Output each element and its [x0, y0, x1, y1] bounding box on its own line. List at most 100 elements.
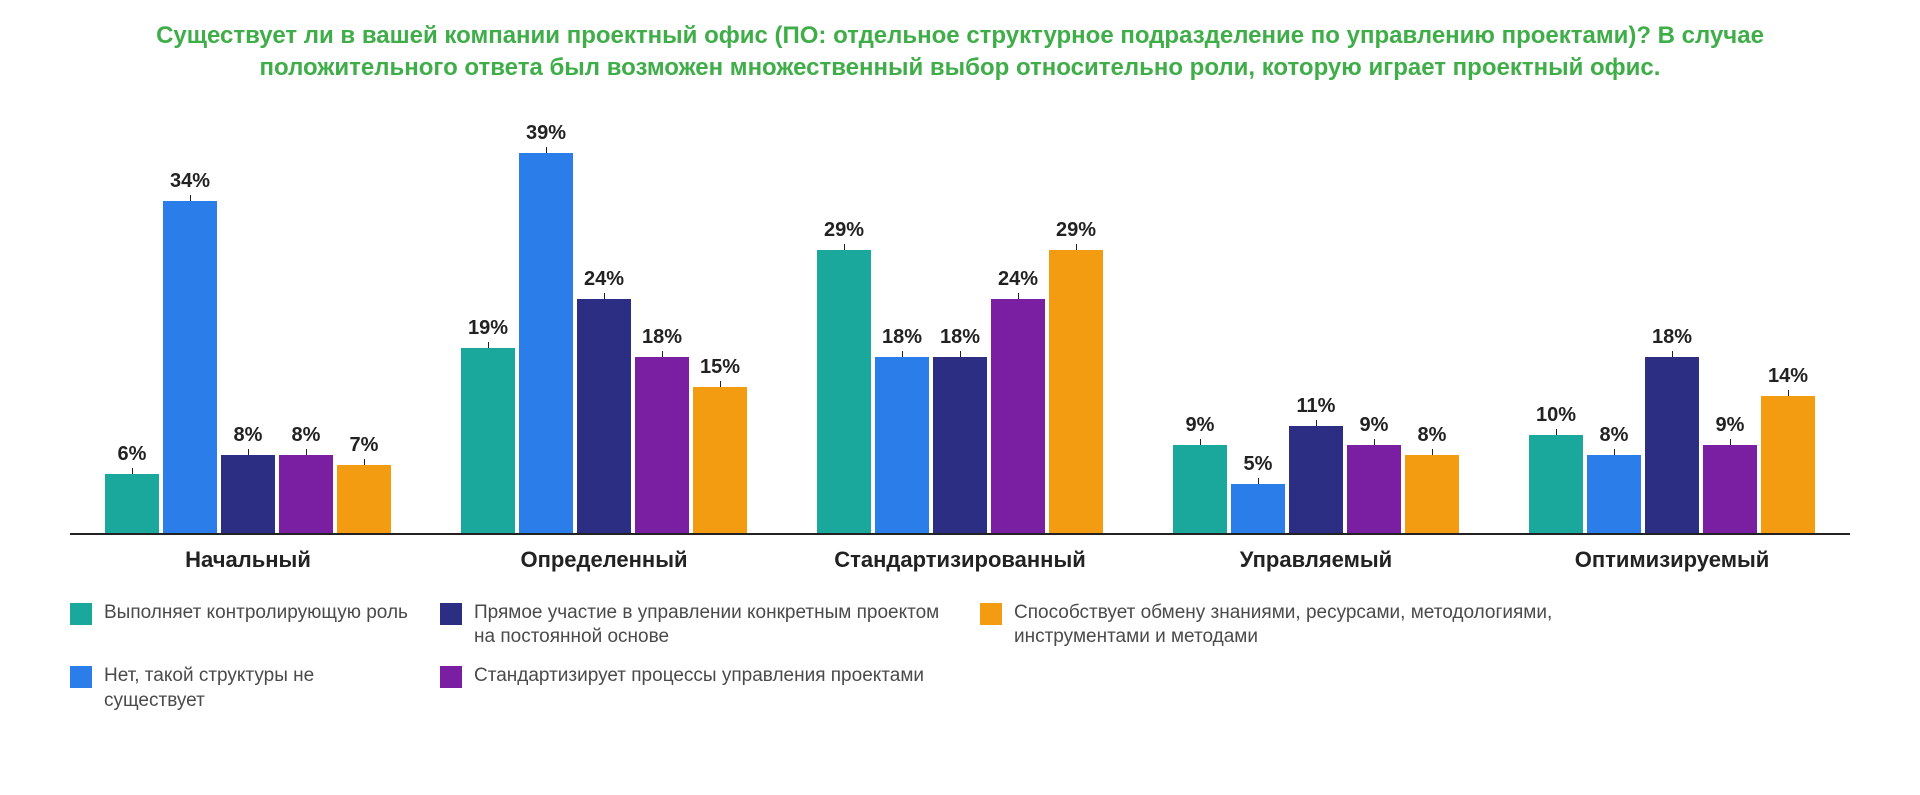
chart-plot-area: 6%34%8%8%7%19%39%24%18%15%29%18%18%24%29… [70, 115, 1850, 535]
bar-rect [163, 201, 217, 533]
bar: 18% [933, 326, 987, 533]
bar: 8% [279, 424, 333, 533]
bar-rect [1173, 445, 1227, 533]
bar-group: 9% 5% 11% 9% 8% [1138, 395, 1494, 533]
bar-value-label: 9% [1716, 414, 1745, 437]
bar-rect [279, 455, 333, 533]
bar-value-label: 18% [940, 326, 980, 349]
legend-swatch [70, 603, 92, 625]
bar: 10% [1529, 404, 1583, 533]
bar-value-label: 18% [642, 326, 682, 349]
bar: 29% [1049, 219, 1103, 533]
bar: 6% [105, 443, 159, 533]
legend-swatch [440, 603, 462, 625]
bar-rect [1231, 484, 1285, 533]
bar-value-label: 18% [882, 326, 922, 349]
bar: 19% [461, 317, 515, 533]
bar-value-label: 29% [824, 219, 864, 242]
bar-rect [991, 299, 1045, 533]
chart-title: Существует ли в вашей компании проектный… [110, 20, 1810, 85]
bar-rect [1645, 357, 1699, 533]
legend-item: Стандартизирует процессы управления прое… [440, 664, 960, 689]
bar: 29% [817, 219, 871, 533]
bar-rect [1405, 455, 1459, 533]
bar-value-label: 10% [1536, 404, 1576, 427]
bar-rect [1347, 445, 1401, 533]
x-axis-category-label: Начальный [70, 547, 426, 573]
x-axis-category-label: Стандартизированный [782, 547, 1138, 573]
bar-value-label: 8% [1418, 424, 1447, 447]
bar: 18% [635, 326, 689, 533]
bar-value-label: 24% [584, 268, 624, 291]
bar: 5% [1231, 453, 1285, 533]
legend-label: Нет, такой структуры не существует [104, 664, 420, 713]
bar-value-label: 9% [1360, 414, 1389, 437]
bar-value-label: 11% [1297, 395, 1336, 418]
legend-item: Способствует обмену знаниями, ресурсами,… [980, 601, 1680, 650]
bar-rect [1529, 435, 1583, 533]
bar-value-label: 7% [350, 434, 379, 457]
bar-rect [105, 474, 159, 533]
bar: 8% [221, 424, 275, 533]
bar-rect [817, 250, 871, 533]
bar-rect [1761, 396, 1815, 533]
chart-x-axis: НачальныйОпределенныйСтандартизированный… [70, 547, 1850, 573]
legend-label: Стандартизирует процессы управления прое… [474, 664, 924, 689]
bar-rect [635, 357, 689, 533]
bar-value-label: 15% [700, 356, 740, 379]
bar-rect [1703, 445, 1757, 533]
legend-item: Выполняет контролирующую роль [70, 601, 420, 626]
bar-value-label: 8% [1600, 424, 1629, 447]
bar-value-label: 6% [118, 443, 147, 466]
bar: 24% [577, 268, 631, 533]
legend-item: Прямое участие в управлении конкретным п… [440, 601, 960, 650]
bar: 8% [1405, 424, 1459, 533]
bar-value-label: 8% [234, 424, 263, 447]
legend-swatch [70, 666, 92, 688]
bar-rect [221, 455, 275, 533]
bar: 15% [693, 356, 747, 533]
bar-value-label: 39% [526, 122, 566, 145]
bar-value-label: 19% [468, 317, 508, 340]
bar-value-label: 18% [1652, 326, 1692, 349]
chart-container: 6%34%8%8%7%19%39%24%18%15%29%18%18%24%29… [70, 115, 1850, 775]
bar-rect [519, 153, 573, 533]
legend-label: Способствует обмену знаниями, ресурсами,… [1014, 601, 1680, 650]
bar-rect [933, 357, 987, 533]
bar-value-label: 8% [292, 424, 321, 447]
bar-group: 6% 34% 8% 8% 7% [70, 170, 426, 533]
bar: 11% [1289, 395, 1343, 533]
bar-value-label: 34% [170, 170, 210, 193]
bar: 9% [1347, 414, 1401, 533]
bar-rect [1587, 455, 1641, 533]
x-axis-category-label: Управляемый [1138, 547, 1494, 573]
bar: 8% [1587, 424, 1641, 533]
bar: 7% [337, 434, 391, 533]
bar-group: 10% 8% 18% 9% 14% [1494, 326, 1850, 533]
bar: 9% [1703, 414, 1757, 533]
bar-group: 19% 39% 24% 18% 15% [426, 122, 782, 533]
bar-value-label: 14% [1768, 365, 1808, 388]
bar-value-label: 5% [1244, 453, 1273, 476]
x-axis-category-label: Оптимизируемый [1494, 547, 1850, 573]
legend-label: Прямое участие в управлении конкретным п… [474, 601, 960, 650]
legend-swatch [980, 603, 1002, 625]
x-axis-category-label: Определенный [426, 547, 782, 573]
bar-rect [1289, 426, 1343, 533]
chart-legend: Выполняет контролирующую роль Прямое учас… [70, 601, 1850, 714]
bar-rect [693, 387, 747, 533]
bar-rect [461, 348, 515, 533]
legend-label: Выполняет контролирующую роль [104, 601, 408, 626]
bar: 34% [163, 170, 217, 533]
bar: 14% [1761, 365, 1815, 533]
bar-value-label: 24% [998, 268, 1038, 291]
bar-group: 29% 18% 18% 24% 29% [782, 219, 1138, 533]
bar: 18% [1645, 326, 1699, 533]
bar-value-label: 9% [1186, 414, 1215, 437]
bar-rect [337, 465, 391, 533]
bar: 9% [1173, 414, 1227, 533]
bar-rect [1049, 250, 1103, 533]
legend-item: Нет, такой структуры не существует [70, 664, 420, 713]
bar: 39% [519, 122, 573, 533]
legend-swatch [440, 666, 462, 688]
